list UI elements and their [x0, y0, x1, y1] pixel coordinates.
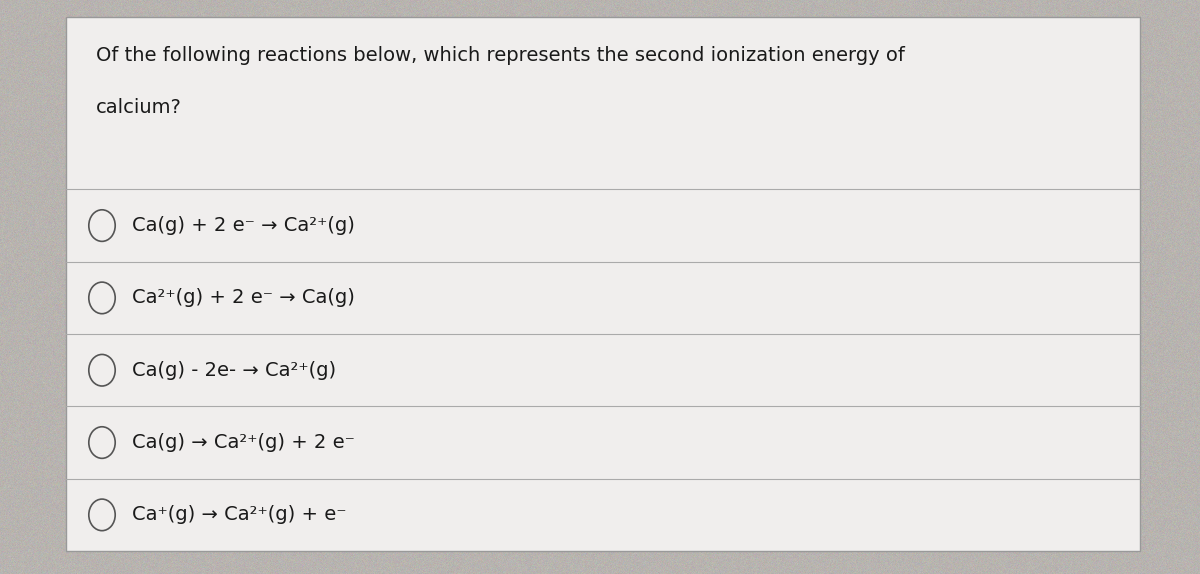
- Text: Ca(g) + 2 e⁻ → Ca²⁺(g): Ca(g) + 2 e⁻ → Ca²⁺(g): [132, 216, 355, 235]
- Text: Ca(g) → Ca²⁺(g) + 2 e⁻: Ca(g) → Ca²⁺(g) + 2 e⁻: [132, 433, 355, 452]
- FancyBboxPatch shape: [66, 17, 1140, 551]
- Text: Ca⁺(g) → Ca²⁺(g) + e⁻: Ca⁺(g) → Ca²⁺(g) + e⁻: [132, 505, 347, 525]
- Text: Of the following reactions below, which represents the second ionization energy : Of the following reactions below, which …: [96, 46, 905, 65]
- Text: calcium?: calcium?: [96, 98, 182, 117]
- Text: Ca(g) - 2e- → Ca²⁺(g): Ca(g) - 2e- → Ca²⁺(g): [132, 360, 336, 380]
- Text: Ca²⁺(g) + 2 e⁻ → Ca(g): Ca²⁺(g) + 2 e⁻ → Ca(g): [132, 288, 355, 308]
